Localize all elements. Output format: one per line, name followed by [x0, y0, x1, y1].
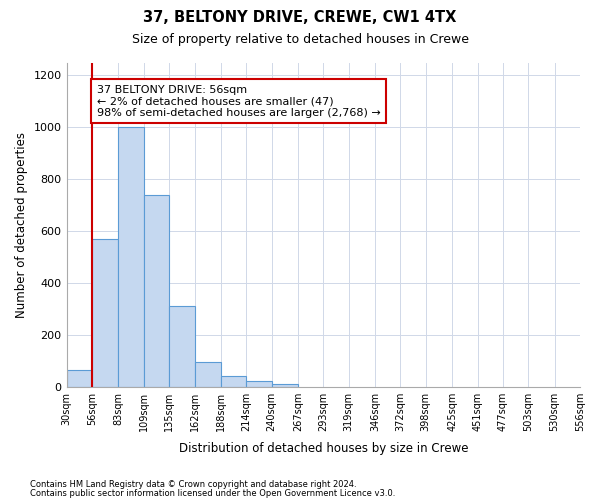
Text: 37 BELTONY DRIVE: 56sqm
← 2% of detached houses are smaller (47)
98% of semi-det: 37 BELTONY DRIVE: 56sqm ← 2% of detached… [97, 84, 380, 117]
Bar [272, 384, 298, 386]
Bar [246, 382, 272, 386]
Bar [118, 128, 143, 386]
Bar [196, 362, 221, 386]
Bar [143, 195, 169, 386]
X-axis label: Distribution of detached houses by size in Crewe: Distribution of detached houses by size … [179, 442, 468, 455]
Text: 37, BELTONY DRIVE, CREWE, CW1 4TX: 37, BELTONY DRIVE, CREWE, CW1 4TX [143, 10, 457, 25]
Bar [67, 370, 92, 386]
Bar [92, 239, 118, 386]
Text: Contains public sector information licensed under the Open Government Licence v3: Contains public sector information licen… [30, 488, 395, 498]
Text: Size of property relative to detached houses in Crewe: Size of property relative to detached ho… [131, 32, 469, 46]
Text: Contains HM Land Registry data © Crown copyright and database right 2024.: Contains HM Land Registry data © Crown c… [30, 480, 356, 489]
Y-axis label: Number of detached properties: Number of detached properties [15, 132, 28, 318]
Bar [221, 376, 246, 386]
Bar [169, 306, 196, 386]
